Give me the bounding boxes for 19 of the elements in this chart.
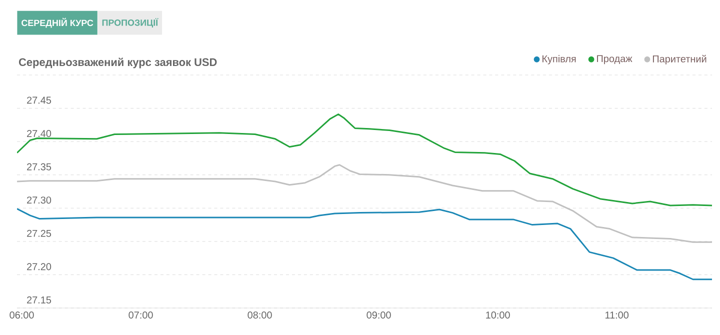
chart-title: Середньозважений курс заявок USD [18, 58, 217, 68]
y-tick-label: 27.30 [27, 196, 52, 204]
y-tick-label: 27.20 [27, 263, 52, 270]
legend-label: Купівля [542, 55, 576, 64]
x-tick-label: 06:00 [10, 312, 34, 319]
y-tick-label: 27.35 [27, 163, 52, 170]
x-tick-label: 10:00 [486, 312, 510, 319]
x-tick-label: 08:00 [248, 312, 272, 319]
y-tick-label: 27.45 [27, 96, 52, 104]
y-tick-label: 27.40 [27, 130, 52, 138]
text: ПРОПОЗИЦІЇ [102, 18, 158, 28]
y-tick-label: 27.15 [27, 296, 52, 304]
x-tick-label: 11:00 [605, 312, 629, 319]
legend-label: Продаж [597, 55, 632, 64]
x-tick-label: 09:00 [366, 312, 391, 319]
text: СЕРЕДНІЙ КУРС [22, 18, 94, 28]
legend-label: Паритетний [652, 54, 706, 64]
x-tick-label: 07:00 [128, 312, 153, 319]
y-tick-label: 27.25 [27, 230, 52, 237]
